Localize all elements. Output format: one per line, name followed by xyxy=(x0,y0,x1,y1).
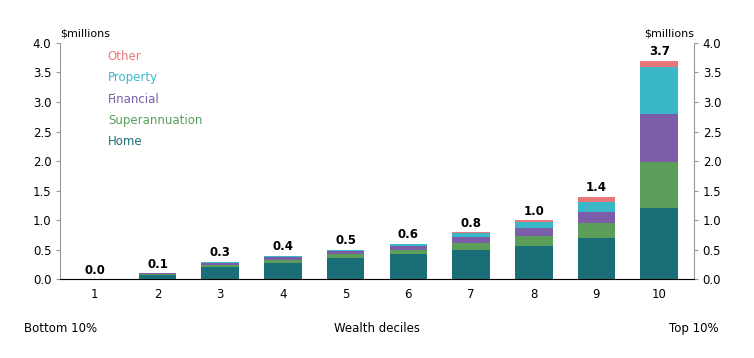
Text: Home: Home xyxy=(108,135,143,148)
Bar xyxy=(578,202,615,212)
Bar xyxy=(515,220,553,222)
Bar xyxy=(264,260,302,263)
Text: 1.0: 1.0 xyxy=(523,205,544,218)
Bar xyxy=(201,263,239,265)
Text: Wealth deciles: Wealth deciles xyxy=(334,322,420,335)
Text: Bottom 10%: Bottom 10% xyxy=(24,322,97,335)
Bar xyxy=(452,250,490,279)
Bar xyxy=(390,255,428,279)
Bar xyxy=(640,114,678,162)
Bar xyxy=(640,162,678,208)
Text: 3.7: 3.7 xyxy=(648,45,670,58)
Bar xyxy=(264,257,302,260)
Text: 0.5: 0.5 xyxy=(335,234,356,247)
Bar xyxy=(578,212,615,223)
Bar xyxy=(515,228,553,236)
Text: Top 10%: Top 10% xyxy=(669,322,719,335)
Bar xyxy=(452,243,490,250)
Text: $millions: $millions xyxy=(60,28,110,38)
Text: 0.6: 0.6 xyxy=(398,228,419,241)
Bar xyxy=(515,246,553,279)
Bar xyxy=(390,250,428,255)
Bar xyxy=(326,250,364,251)
Bar xyxy=(515,222,553,228)
Bar xyxy=(390,245,428,246)
Text: Property: Property xyxy=(108,71,158,84)
Bar xyxy=(640,67,678,114)
Bar xyxy=(452,233,490,237)
Bar xyxy=(578,238,615,279)
Bar xyxy=(201,262,239,263)
Bar xyxy=(326,254,364,258)
Bar xyxy=(264,256,302,257)
Text: 0.4: 0.4 xyxy=(272,240,293,253)
Bar xyxy=(201,261,239,262)
Bar xyxy=(139,275,176,279)
Text: 0.8: 0.8 xyxy=(461,217,482,229)
Bar xyxy=(578,197,615,202)
Bar xyxy=(201,267,239,279)
Bar xyxy=(578,223,615,238)
Bar xyxy=(139,274,176,275)
Bar xyxy=(452,237,490,243)
Bar xyxy=(201,265,239,267)
Bar xyxy=(640,61,678,67)
Text: Superannuation: Superannuation xyxy=(108,114,202,127)
Text: 0.3: 0.3 xyxy=(210,246,231,259)
Bar xyxy=(326,258,364,279)
Bar xyxy=(390,244,428,245)
Bar xyxy=(326,251,364,254)
Text: 1.4: 1.4 xyxy=(586,181,607,194)
Bar xyxy=(264,263,302,279)
Bar xyxy=(452,232,490,233)
Bar xyxy=(640,208,678,279)
Bar xyxy=(515,236,553,246)
Text: 0.1: 0.1 xyxy=(147,258,168,271)
Bar xyxy=(390,246,428,250)
Text: $millions: $millions xyxy=(644,28,694,38)
Text: 0.0: 0.0 xyxy=(84,264,106,277)
Text: Other: Other xyxy=(108,50,142,63)
Text: Financial: Financial xyxy=(108,93,160,106)
